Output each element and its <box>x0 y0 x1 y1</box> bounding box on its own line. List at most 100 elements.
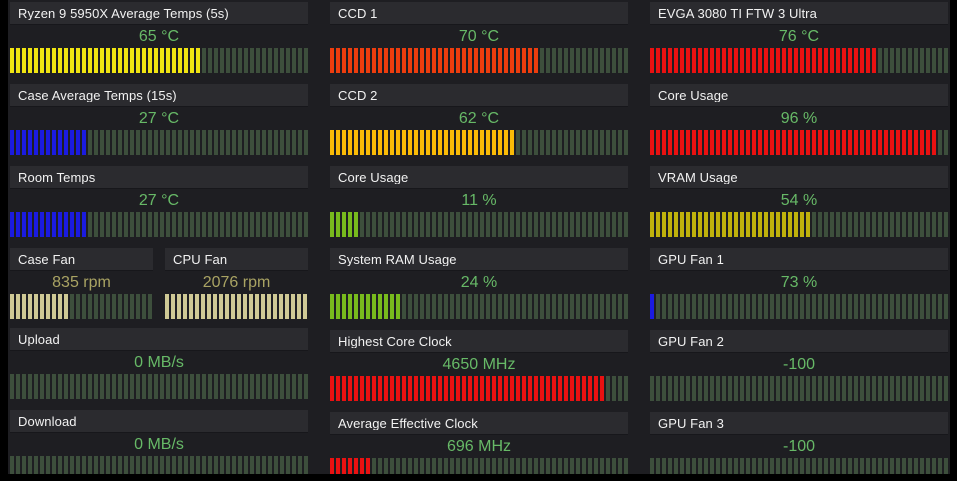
panel-header: System RAM Usage <box>330 248 628 271</box>
panel-room-temps: Room Temps 27 °C <box>10 166 308 246</box>
gauge-bar <box>10 294 153 319</box>
panel-gpu-fan-2: GPU Fan 2 -100 <box>650 330 948 410</box>
sensor-label: Case Fan <box>18 252 76 266</box>
sensor-value: 24 % <box>460 274 498 291</box>
gauge-fill <box>650 212 812 237</box>
sensor-label: Case Average Temps (15s) <box>18 88 177 102</box>
panel-case-avg-temps: Case Average Temps (15s) 27 °C <box>10 84 308 164</box>
gauge-fill <box>10 294 70 319</box>
gauge-bar <box>330 294 628 319</box>
sensor-value: 76 °C <box>778 28 820 45</box>
sensor-value: 0 MB/s <box>134 354 184 371</box>
gauge-fill <box>330 130 516 155</box>
panel-download: Download 0 MB/s <box>10 410 308 474</box>
gauge-bar <box>650 48 948 73</box>
gauge-bar <box>650 376 948 401</box>
panel-ccd-2: CCD 2 62 °C <box>330 84 628 164</box>
sensor-value: 65 °C <box>138 28 180 45</box>
sensor-label: GPU Fan 2 <box>658 334 724 348</box>
panel-header: Average Effective Clock <box>330 412 628 435</box>
sensor-value: 96 % <box>780 110 818 127</box>
gauge-bar <box>330 212 628 237</box>
gauge-fill <box>330 376 606 401</box>
sensor-value: 70 °C <box>458 28 500 45</box>
sensor-label: CCD 2 <box>338 88 378 102</box>
sensor-label: Highest Core Clock <box>338 334 452 348</box>
panel-vram-usage: VRAM Usage 54 % <box>650 166 948 246</box>
panel-header: Core Usage <box>330 166 628 189</box>
sensor-column-2: CCD 1 70 °C CCD 2 62 °C Core Usage 11 % System… <box>330 0 628 474</box>
panel-ryzen-avg-temps: Ryzen 9 5950X Average Temps (5s) 65 °C <box>10 2 308 82</box>
gauge-fill <box>330 48 540 73</box>
panel-upload: Upload 0 MB/s <box>10 328 308 408</box>
sensor-grid: Ryzen 9 5950X Average Temps (5s) 65 °C Cas… <box>8 0 950 474</box>
sensor-value: -100 <box>782 356 816 373</box>
sensor-label: Average Effective Clock <box>338 416 478 430</box>
sensor-label: GPU Fan 3 <box>658 416 724 430</box>
sensor-label: Room Temps <box>18 170 96 184</box>
gauge-bar <box>650 130 948 155</box>
gauge-bar <box>10 374 308 399</box>
panel-gpu-fan-1: GPU Fan 1 73 % <box>650 248 948 328</box>
gauge-bar <box>10 130 308 155</box>
panel-header: CPU Fan <box>165 248 308 271</box>
sensor-label: Core Usage <box>338 170 409 184</box>
sensor-label: VRAM Usage <box>658 170 738 184</box>
sensor-value: 696 MHz <box>446 438 512 455</box>
gauge-fill <box>10 48 202 73</box>
panel-header: Room Temps <box>10 166 308 189</box>
panel-cpu-fan: CPU Fan 2076 rpm <box>165 246 309 326</box>
panel-system-ram-usage: System RAM Usage 24 % <box>330 248 628 328</box>
gauge-bar <box>650 294 948 319</box>
sensor-value: 54 % <box>780 192 818 209</box>
panel-header: Case Fan <box>10 248 153 271</box>
panel-header: GPU Fan 2 <box>650 330 948 353</box>
sensor-value: 62 °C <box>458 110 500 127</box>
sensor-value: 73 % <box>780 274 818 291</box>
split-panel-row: Case Fan 835 rpm CPU Fan 2076 rpm <box>10 246 309 326</box>
gauge-fill <box>330 294 402 319</box>
gauge-bar <box>165 294 309 319</box>
panel-header: GPU Fan 1 <box>650 248 948 271</box>
panel-header: CCD 2 <box>330 84 628 107</box>
panel-header: EVGA 3080 TI FTW 3 Ultra <box>650 2 948 25</box>
panel-header: Highest Core Clock <box>330 330 628 353</box>
panel-header: Download <box>10 410 308 433</box>
gauge-bar <box>650 458 948 474</box>
gauge-bar <box>330 458 628 474</box>
sensor-value: 27 °C <box>138 192 180 209</box>
panel-cpu-core-usage: Core Usage 11 % <box>330 166 628 246</box>
gauge-fill <box>330 212 360 237</box>
panel-highest-core-clock: Highest Core Clock 4650 MHz <box>330 330 628 410</box>
gauge-bar <box>10 456 308 474</box>
panel-header: GPU Fan 3 <box>650 412 948 435</box>
sensor-value: 835 rpm <box>52 274 111 291</box>
sensor-label: EVGA 3080 TI FTW 3 Ultra <box>658 6 817 20</box>
gauge-bar <box>650 212 948 237</box>
panel-gpu-temp: EVGA 3080 TI FTW 3 Ultra 76 °C <box>650 2 948 82</box>
gauge-bar <box>10 212 308 237</box>
sensor-label: Download <box>18 414 77 428</box>
panel-average-effective-clock: Average Effective Clock 696 MHz <box>330 412 628 474</box>
sensor-value: 0 MB/s <box>134 436 184 453</box>
panel-header: CCD 1 <box>330 2 628 25</box>
panel-header: VRAM Usage <box>650 166 948 189</box>
gauge-bar <box>10 48 308 73</box>
sensor-label: CPU Fan <box>173 252 228 266</box>
sensor-value: 27 °C <box>138 110 180 127</box>
panel-case-fan: Case Fan 835 rpm <box>10 246 153 326</box>
sensor-value: -100 <box>782 438 816 455</box>
sensor-value: 11 % <box>461 192 497 209</box>
panel-ccd-1: CCD 1 70 °C <box>330 2 628 82</box>
sensor-label: Core Usage <box>658 88 729 102</box>
gauge-fill <box>330 458 372 474</box>
sensor-value: 2076 rpm <box>202 274 271 291</box>
sensor-label: GPU Fan 1 <box>658 252 724 266</box>
gauge-fill <box>650 294 656 319</box>
gauge-bar <box>330 376 628 401</box>
gauge-bar <box>330 130 628 155</box>
sensor-label: Upload <box>18 332 60 346</box>
gauge-fill <box>10 130 88 155</box>
sensor-label: System RAM Usage <box>338 252 457 266</box>
